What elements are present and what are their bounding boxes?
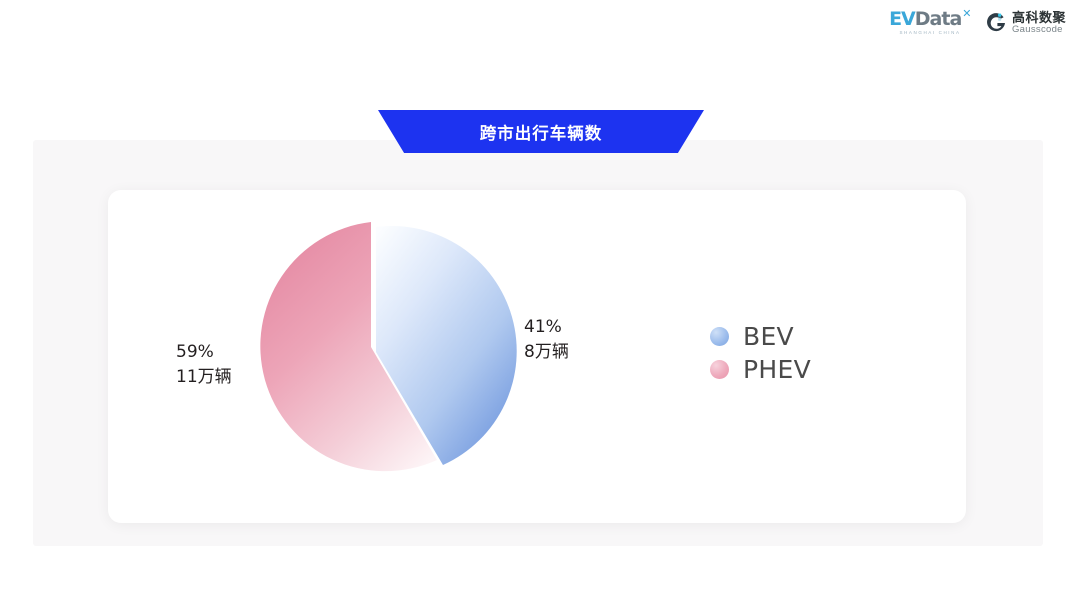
brand-bar: EV Data ✕ shanghai china 高科数聚 Gausscode bbox=[889, 8, 1066, 36]
legend-swatch-bev-icon bbox=[710, 327, 729, 346]
evdata-logo-data-text: Data bbox=[914, 8, 962, 30]
legend-swatch-phev-icon bbox=[710, 360, 729, 379]
gausscode-logo: 高科数聚 Gausscode bbox=[985, 11, 1066, 35]
evdata-logo-x-icon: ✕ bbox=[962, 8, 971, 20]
pie-label-bev: 41% 8万辆 bbox=[524, 315, 569, 364]
gausscode-cn-name: 高科数聚 bbox=[1011, 9, 1066, 25]
legend-item-phev[interactable]: PHEV bbox=[710, 355, 811, 384]
pie-label-bev-value: 8万辆 bbox=[524, 341, 569, 362]
chart-card bbox=[108, 190, 966, 523]
evdata-logo-ev-text: EV bbox=[889, 8, 916, 30]
chart-legend: BEV PHEV bbox=[710, 322, 811, 384]
legend-label-bev: BEV bbox=[743, 322, 794, 351]
pie-label-phev: 59% 11万辆 bbox=[176, 340, 232, 389]
pie-slice-phev bbox=[260, 222, 437, 472]
pie-label-bev-percent: 41% bbox=[524, 317, 562, 337]
page-title: 跨市出行车辆数 bbox=[479, 123, 603, 143]
pie-slice-bev bbox=[376, 226, 517, 465]
section-title-ribbon: 跨市出行车辆数 bbox=[378, 110, 704, 153]
evdata-logo-wordmark: EV Data ✕ bbox=[889, 8, 971, 30]
gausscode-mark-icon bbox=[985, 12, 1007, 34]
gausscode-logo-text: 高科数聚 Gausscode bbox=[1012, 11, 1066, 35]
legend-item-bev[interactable]: BEV bbox=[710, 322, 811, 351]
evdata-logo: EV Data ✕ shanghai china bbox=[889, 8, 971, 36]
legend-label-phev: PHEV bbox=[743, 355, 811, 384]
pie-label-phev-value: 11万辆 bbox=[176, 366, 232, 387]
gausscode-en-name: Gausscode bbox=[1011, 23, 1063, 35]
pie-chart bbox=[130, 195, 650, 495]
evdata-logo-tagline: shanghai china bbox=[899, 30, 961, 35]
pie-label-phev-percent: 59% bbox=[176, 342, 214, 362]
